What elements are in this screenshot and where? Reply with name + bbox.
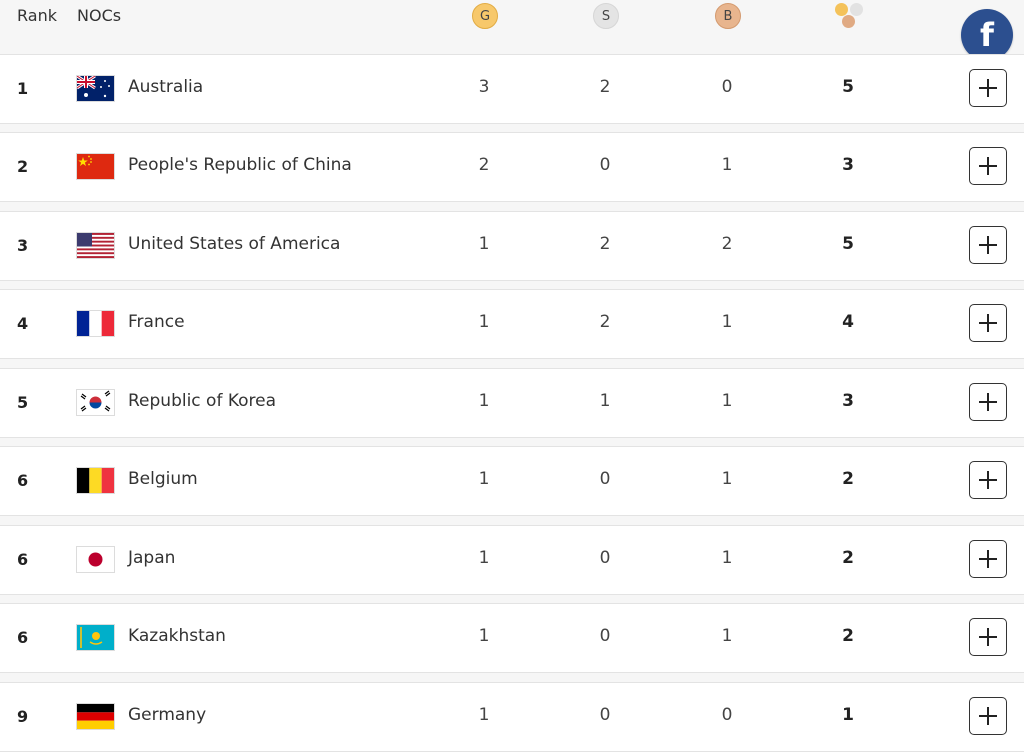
gold-count: 1: [478, 469, 490, 489]
kazakhstan-flag: [77, 625, 114, 650]
country-name[interactable]: France: [128, 312, 185, 332]
facebook-icon[interactable]: f: [961, 9, 1013, 61]
china-flag: [77, 154, 114, 179]
noc-column-header[interactable]: NOCs: [77, 6, 122, 25]
table-row: 6 Belgium 1 0 1 2: [0, 446, 1024, 516]
rank-value: 5: [17, 393, 29, 412]
bronze-count: 0: [721, 705, 733, 725]
medals-total-icon[interactable]: [834, 1, 868, 31]
silver-count: 2: [599, 312, 611, 332]
france-flag: [77, 311, 114, 336]
gold-medal-icon[interactable]: G: [472, 3, 498, 29]
rank-value: 6: [17, 628, 29, 647]
gold-count: 2: [478, 155, 490, 175]
country-name[interactable]: United States of America: [128, 234, 341, 254]
total-count: 1: [842, 705, 854, 725]
table-row: 3 United States of America 1 2 2 5: [0, 211, 1024, 281]
country-name[interactable]: Kazakhstan: [128, 626, 226, 646]
rank-value: 1: [17, 79, 29, 98]
expand-row-button[interactable]: [969, 304, 1007, 342]
total-count: 3: [842, 155, 854, 175]
rank-value: 6: [17, 471, 29, 490]
rank-value: 3: [17, 236, 29, 255]
silver-count: 0: [599, 469, 611, 489]
country-name[interactable]: Germany: [128, 705, 207, 725]
silver-count: 1: [599, 391, 611, 411]
bronze-count: 1: [721, 548, 733, 568]
germany-flag: [77, 704, 114, 729]
total-count: 5: [842, 77, 854, 97]
silver-count: 0: [599, 626, 611, 646]
bronze-count: 1: [721, 312, 733, 332]
usa-flag: [77, 233, 114, 258]
table-row: 6 Kazakhstan 1 0 1 2: [0, 603, 1024, 673]
country-name[interactable]: Republic of Korea: [128, 391, 277, 411]
total-count: 4: [842, 312, 854, 332]
silver-count: 0: [599, 705, 611, 725]
country-name[interactable]: People's Republic of China: [128, 155, 352, 175]
bronze-count: 1: [721, 626, 733, 646]
table-row: 5 Republic of Korea 1 1 1 3: [0, 368, 1024, 438]
australia-flag: [77, 76, 114, 101]
japan-flag: [77, 547, 114, 572]
bronze-count: 1: [721, 155, 733, 175]
country-name[interactable]: Australia: [128, 77, 204, 97]
rank-value: 6: [17, 550, 29, 569]
expand-row-button[interactable]: [969, 618, 1007, 656]
total-count: 5: [842, 234, 854, 254]
country-name[interactable]: Japan: [128, 548, 176, 568]
table-row: 9 Germany 1 0 0 1: [0, 682, 1024, 752]
silver-count: 2: [599, 77, 611, 97]
expand-row-button[interactable]: [969, 383, 1007, 421]
expand-row-button[interactable]: [969, 461, 1007, 499]
table-row: 1 Australia 3 2 0 5: [0, 54, 1024, 124]
expand-row-button[interactable]: [969, 697, 1007, 735]
expand-row-button[interactable]: [969, 69, 1007, 107]
silver-medal-icon[interactable]: S: [593, 3, 619, 29]
bronze-count: 1: [721, 391, 733, 411]
total-count: 2: [842, 626, 854, 646]
bronze-count: 1: [721, 469, 733, 489]
expand-row-button[interactable]: [969, 226, 1007, 264]
rank-value: 2: [17, 157, 29, 176]
country-name[interactable]: Belgium: [128, 469, 198, 489]
gold-count: 1: [478, 234, 490, 254]
bronze-count: 2: [721, 234, 733, 254]
table-row: 6 Japan 1 0 1 2: [0, 525, 1024, 595]
rank-column-header[interactable]: Rank: [17, 6, 57, 25]
silver-count: 2: [599, 234, 611, 254]
total-count: 3: [842, 391, 854, 411]
table-row: 2 People's Republic of China 2 0 1 3: [0, 132, 1024, 202]
gold-count: 1: [478, 391, 490, 411]
expand-row-button[interactable]: [969, 540, 1007, 578]
total-count: 2: [842, 548, 854, 568]
bronze-count: 0: [721, 77, 733, 97]
rank-value: 9: [17, 707, 29, 726]
expand-row-button[interactable]: [969, 147, 1007, 185]
table-header: Rank NOCs G S B: [0, 0, 1024, 55]
korea-flag: [77, 390, 114, 415]
gold-count: 1: [478, 626, 490, 646]
total-count: 2: [842, 469, 854, 489]
table-row: 4 France 1 2 1 4: [0, 289, 1024, 359]
silver-count: 0: [599, 548, 611, 568]
silver-count: 0: [599, 155, 611, 175]
gold-count: 1: [478, 705, 490, 725]
bronze-medal-icon[interactable]: B: [715, 3, 741, 29]
gold-count: 1: [478, 548, 490, 568]
rank-value: 4: [17, 314, 29, 333]
gold-count: 1: [478, 312, 490, 332]
belgium-flag: [77, 468, 114, 493]
gold-count: 3: [478, 77, 490, 97]
